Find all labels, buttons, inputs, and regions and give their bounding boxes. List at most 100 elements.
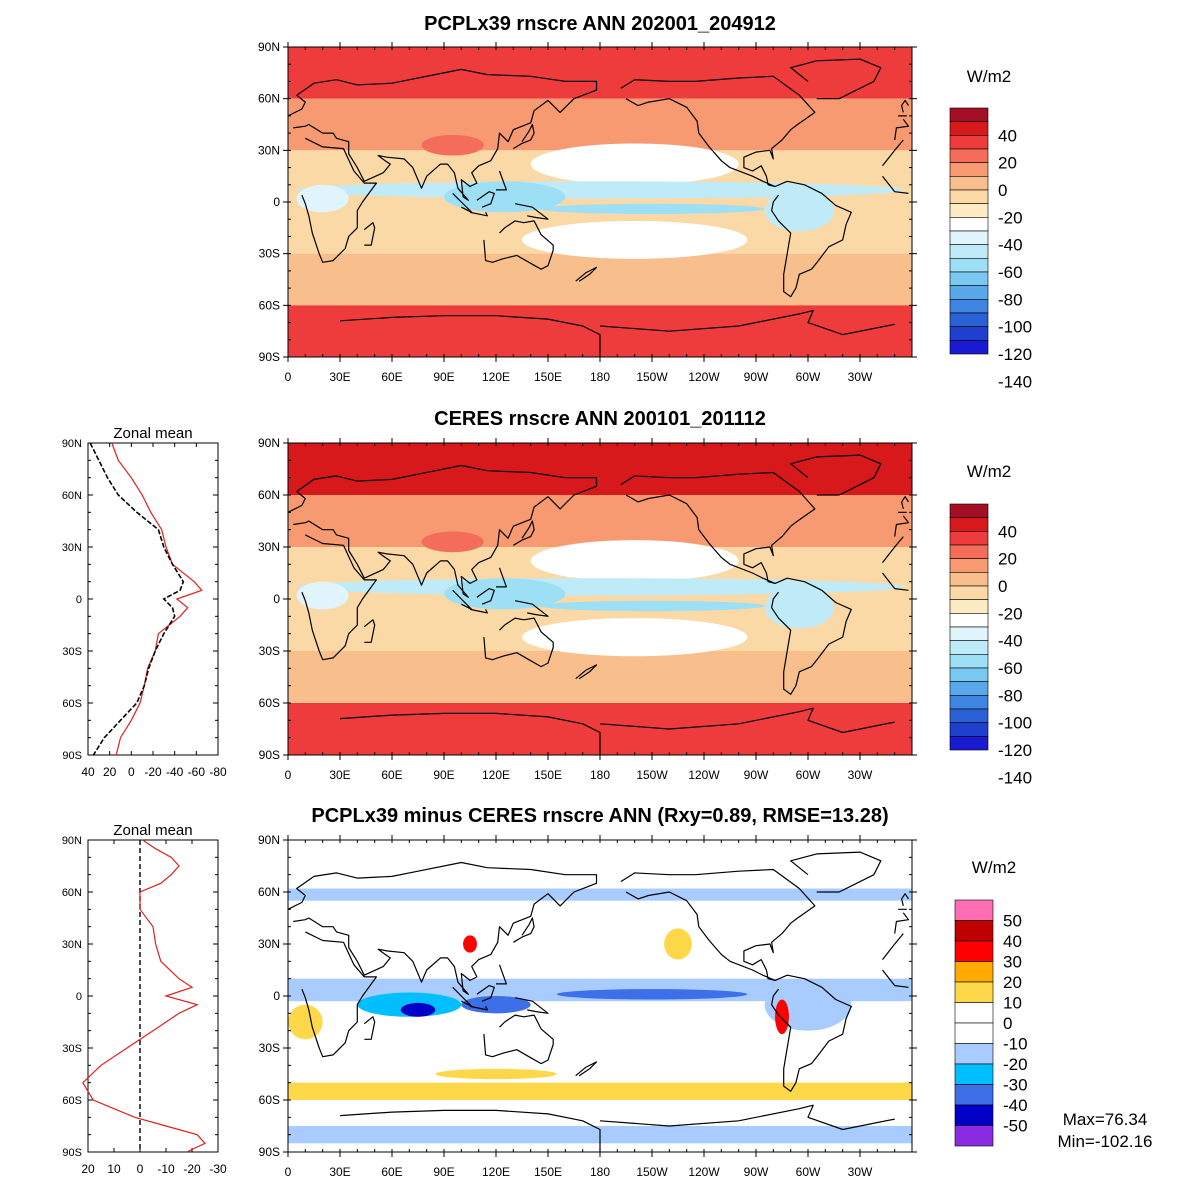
coastline (514, 600, 549, 617)
zonal-x-label: 0 (137, 1162, 144, 1176)
lon-tick-label: 90E (433, 768, 454, 782)
subtropical-cloud-zone (522, 618, 748, 657)
colorbar-swatch (949, 654, 989, 669)
colorbar-swatch (949, 599, 989, 614)
lon-tick-label: 150W (636, 370, 668, 384)
lat-tick-label: 60N (258, 92, 280, 106)
zonal-lat-label: 90N (62, 835, 82, 847)
colorbar-swatch (949, 285, 989, 300)
zonal-x-label: -30 (209, 1162, 227, 1176)
colorbar-swatch (954, 1125, 994, 1147)
colorbar-label: -20 (998, 604, 1023, 623)
coastline (771, 577, 852, 695)
lon-tick-label: 180 (590, 370, 610, 384)
coastline (512, 917, 535, 943)
map-panel-difference: 90N 60N 30N 0 30S 60S 90S 0 30E 60E 90E 120E 150E 180… (258, 833, 917, 1179)
southern-positive-band (435, 1068, 557, 1080)
amazon-convection (764, 586, 834, 629)
lon-tick-label: 180 (590, 768, 610, 782)
colorbar-label: -120 (998, 741, 1032, 760)
zonal-series-obs (89, 442, 185, 756)
colorbar-swatch (949, 189, 989, 204)
equatorial-pacific-negative (556, 989, 748, 1000)
colorbar-swatch (949, 244, 989, 259)
andes-positive (775, 999, 789, 1035)
colorbar-label: -100 (998, 318, 1032, 337)
lat-tick-label: 90S (259, 350, 280, 364)
colorbar-swatch (954, 1002, 994, 1024)
colorbar-label: -120 (998, 345, 1032, 364)
coastline (301, 534, 909, 661)
lon-tick-label: 30W (848, 370, 873, 384)
colorbar-label: 0 (998, 577, 1007, 596)
colorbar: 40 20 0 -20 -40 -60 -80 -100 -120 -140 W/m2 (949, 67, 1032, 391)
lat-tick-label: 0 (273, 592, 280, 606)
colorbar-label: -140 (998, 372, 1032, 391)
subtropical-cloud-zone (530, 540, 739, 582)
lon-tick-label: 0 (285, 1165, 292, 1179)
coastline (514, 997, 549, 1014)
colorbar-swatch (954, 1022, 994, 1044)
lon-tick-label: 60W (796, 370, 821, 384)
panel-title: PCPLx39 minus CERES rnscre ANN (Rxy=0.89… (311, 805, 888, 827)
coastline (575, 266, 598, 282)
zonal-x-label: -20 (144, 765, 162, 779)
colorbar-swatch (949, 544, 989, 559)
coastline (512, 520, 535, 546)
colorbar-swatch (954, 961, 994, 983)
colorbar-swatch (954, 1084, 994, 1106)
coastline (288, 68, 910, 201)
coastline (452, 986, 473, 1007)
coastline (514, 203, 549, 220)
zonal-frame (87, 839, 219, 1153)
lat-tick-label: 90N (258, 436, 280, 450)
coastline (452, 589, 473, 610)
coastline (496, 567, 507, 588)
lon-tick-label: 90E (433, 1165, 454, 1179)
zonal-lat-label: 60S (62, 698, 82, 710)
units-label: W/m2 (972, 858, 1016, 877)
coastline (575, 1061, 598, 1077)
zonal-title: Zonal mean (113, 822, 192, 839)
zonal-x-label: -80 (209, 765, 227, 779)
lat-tick-label: 90N (258, 833, 280, 847)
zonal-lat-label: 60N (62, 887, 82, 899)
coastline (620, 868, 816, 981)
zonal-lat-label: 30N (62, 542, 82, 554)
zonal-lat-label: 30S (62, 646, 82, 658)
coastline (483, 220, 554, 270)
coastline (771, 974, 852, 1092)
zonal-x-label: -60 (188, 765, 206, 779)
zonal-mean-panel: Zonal mean 90N 60N 30N 0 30S 60S 90S 40 20 0 -20 -40… (62, 425, 227, 779)
coastline (620, 471, 816, 584)
southern-ocean-positive (288, 1082, 912, 1100)
congo-convection (296, 581, 349, 610)
colorbar-swatch (949, 681, 989, 696)
lat-tick-label: 60N (258, 488, 280, 502)
lat-tick-label: 90S (259, 748, 280, 762)
colorbar-label: 40 (998, 522, 1017, 541)
california-positive (664, 928, 692, 960)
colorbar-swatch (954, 1043, 994, 1065)
lon-tick-label: 60W (796, 768, 821, 782)
arctic-band (288, 47, 912, 99)
zonal-lat-label: 30N (62, 939, 82, 951)
coastline (339, 1104, 895, 1152)
lon-tick-label: 30W (848, 768, 873, 782)
colorbar-label: 0 (998, 181, 1007, 200)
colorbar-label: 20 (1003, 973, 1022, 992)
colorbar-swatch (949, 613, 989, 628)
field-layer (288, 47, 912, 357)
atlantic-positive (288, 1004, 323, 1040)
coastline (288, 861, 910, 995)
lon-tick-label: 30E (329, 768, 350, 782)
lat-tick-label: 60N (258, 885, 280, 899)
colorbar-swatch (949, 230, 989, 245)
zonal-lat-label: 0 (76, 594, 82, 606)
maritime-negative (461, 996, 531, 1014)
coastline (339, 707, 895, 755)
coastline (512, 123, 535, 150)
coastline (790, 58, 882, 100)
coastline (301, 931, 909, 1058)
